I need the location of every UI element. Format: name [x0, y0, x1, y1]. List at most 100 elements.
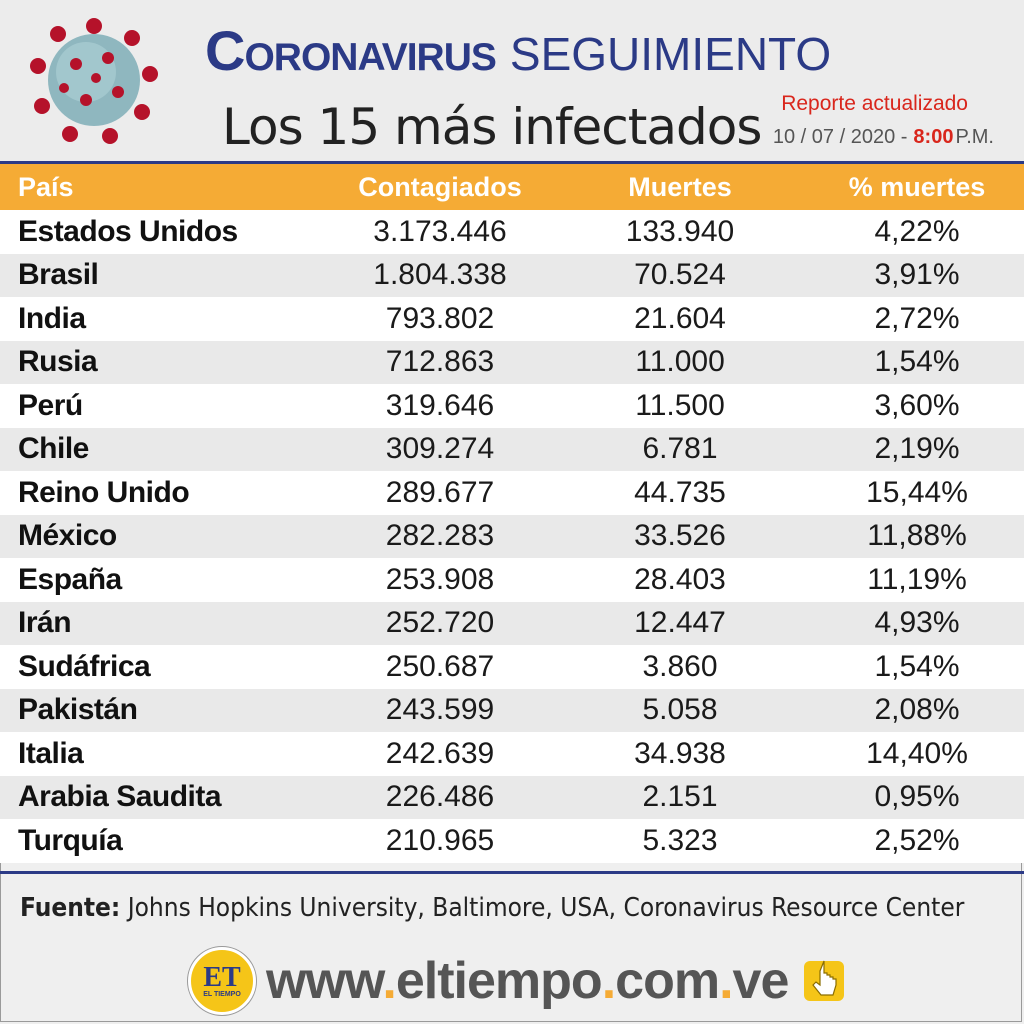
cell-deaths: 6.781	[642, 432, 718, 466]
data-table: País Contagiados Muertes % muertes Estad…	[0, 164, 1024, 863]
website-url[interactable]: www.eltiempo.com.ve	[266, 951, 790, 1011]
footer-url: ET EL TIEMPO www.eltiempo.com.ve	[188, 946, 846, 1016]
cell-country: Estados Unidos	[18, 214, 238, 248]
coronavirus-icon	[30, 18, 158, 144]
table-row: Turquía 210.965 5.323 2,52%	[0, 819, 1024, 863]
table-row: Pakistán 243.599 5.058 2,08%	[0, 688, 1024, 732]
cell-country: India	[18, 301, 86, 335]
cell-cases: 319.646	[385, 388, 495, 422]
cell-pct: 11,19%	[867, 562, 967, 596]
cell-cases: 289.677	[385, 475, 495, 509]
cell-country: Pakistán	[18, 693, 138, 727]
cell-deaths: 44.735	[634, 475, 726, 509]
cell-cases: 282.283	[385, 519, 495, 553]
table-row: Italia 242.639 34.938 14,40%	[0, 732, 1024, 776]
logo-subtext: EL TIEMPO	[203, 990, 241, 998]
logo-text: ET	[203, 961, 241, 993]
header: Coronavirus SEGUIMIENTO Los 15 más infect…	[0, 0, 1024, 163]
cell-pct: 3,91%	[874, 258, 960, 292]
cell-deaths: 11.000	[635, 345, 725, 379]
cell-country: México	[18, 519, 117, 553]
cell-cases: 309.274	[385, 432, 495, 466]
cell-deaths: 34.938	[634, 736, 726, 770]
cell-pct: 1,54%	[874, 345, 960, 379]
cell-cases: 226.486	[385, 780, 495, 814]
table-row: Sudáfrica 250.687 3.860 1,54%	[0, 645, 1024, 689]
cell-cases: 210.965	[385, 823, 495, 857]
header-cases: Contagiados	[358, 171, 522, 202]
url-part: ve	[732, 952, 790, 1010]
divider	[0, 161, 1024, 164]
cell-deaths: 133.940	[625, 214, 735, 248]
cell-pct: 14,40%	[866, 736, 968, 770]
report-ampm: P.M.	[955, 126, 994, 148]
cell-cases: 250.687	[385, 649, 495, 683]
cell-country: Irán	[18, 606, 72, 640]
table-row: Irán 252.720 12.447 4,93%	[0, 601, 1024, 645]
pointer-hand-icon	[804, 960, 845, 1001]
url-part: eltiempo	[395, 952, 603, 1010]
report-time: 8:00	[913, 126, 954, 148]
table-row: Estados Unidos 3.173.446 133.940 4,22%	[0, 210, 1024, 254]
cell-deaths: 11.500	[635, 388, 725, 422]
subtitle: Los 15 más infectados	[222, 98, 762, 156]
cell-pct: 2,72%	[874, 301, 960, 335]
url-part: www	[266, 952, 383, 1010]
title-main: Coronavirus	[205, 19, 497, 82]
table-row: Reino Unido 289.677 44.735 15,44%	[0, 471, 1024, 515]
cell-pct: 11,88%	[867, 519, 967, 553]
cell-country: Turquía	[18, 823, 123, 857]
url-dot: .	[719, 952, 733, 1010]
cell-cases: 3.173.446	[373, 214, 507, 248]
header-deaths: Muertes	[628, 171, 732, 202]
cell-deaths: 70.524	[634, 258, 726, 292]
table-row: Rusia 712.863 11.000 1,54%	[0, 340, 1024, 384]
page-title: Coronavirus SEGUIMIENTO	[205, 18, 831, 83]
table-header: País Contagiados Muertes % muertes	[0, 164, 1024, 210]
cell-deaths: 5.323	[642, 823, 718, 857]
cell-pct: 2,19%	[874, 432, 960, 466]
cell-cases: 243.599	[385, 693, 495, 727]
table-body: Estados Unidos 3.173.446 133.940 4,22% Brasi…	[0, 210, 1024, 863]
cell-pct: 0,95%	[874, 780, 960, 814]
cell-country: Brasil	[18, 258, 99, 292]
cell-deaths: 3.860	[642, 649, 718, 683]
cell-cases: 712.863	[385, 345, 495, 379]
cell-cases: 793.802	[385, 301, 495, 335]
table-row: India 793.802 21.604 2,72%	[0, 297, 1024, 341]
cell-pct: 4,22%	[874, 214, 960, 248]
cell-country: España	[18, 562, 122, 596]
report-label: Reporte actualizado	[781, 92, 968, 115]
eltiempo-logo: ET EL TIEMPO	[188, 947, 256, 1015]
table-row: Arabia Saudita 226.486 2.151 0,95%	[0, 775, 1024, 819]
report-date-text: 10 / 07 / 2020 -	[772, 126, 908, 148]
cell-deaths: 21.604	[634, 301, 726, 335]
table-row: Brasil 1.804.338 70.524 3,91%	[0, 253, 1024, 297]
report-date: 10 / 07 / 2020 -8:00 P.M.	[773, 126, 994, 149]
cell-country: Arabia Saudita	[18, 780, 222, 814]
header-pct: % muertes	[848, 171, 986, 202]
source-note: Fuente: Johns Hopkins University, Baltim…	[20, 893, 964, 923]
cell-deaths: 28.403	[634, 562, 726, 596]
cell-pct: 15,44%	[866, 475, 968, 509]
cell-pct: 1,54%	[874, 649, 960, 683]
divider	[0, 871, 1024, 874]
cell-country: Rusia	[18, 345, 98, 379]
table-row: Chile 309.274 6.781 2,19%	[0, 427, 1024, 471]
cell-country: Italia	[18, 736, 84, 770]
table-row: España 253.908 28.403 11,19%	[0, 558, 1024, 602]
cell-country: Perú	[18, 388, 83, 422]
header-country: País	[18, 171, 74, 202]
source-label: Fuente:	[20, 893, 121, 923]
cell-cases: 252.720	[385, 606, 495, 640]
url-part: com	[615, 952, 720, 1010]
cell-cases: 1.804.338	[373, 258, 507, 292]
table-row: México 282.283 33.526 11,88%	[0, 514, 1024, 558]
cell-deaths: 12.447	[634, 606, 726, 640]
cell-deaths: 33.526	[634, 519, 726, 553]
cell-country: Sudáfrica	[18, 649, 151, 683]
table-row: Perú 319.646 11.500 3,60%	[0, 384, 1024, 428]
source-text: Johns Hopkins University, Baltimore, USA…	[127, 893, 965, 923]
cell-pct: 2,08%	[874, 693, 960, 727]
cell-pct: 2,52%	[874, 823, 960, 857]
